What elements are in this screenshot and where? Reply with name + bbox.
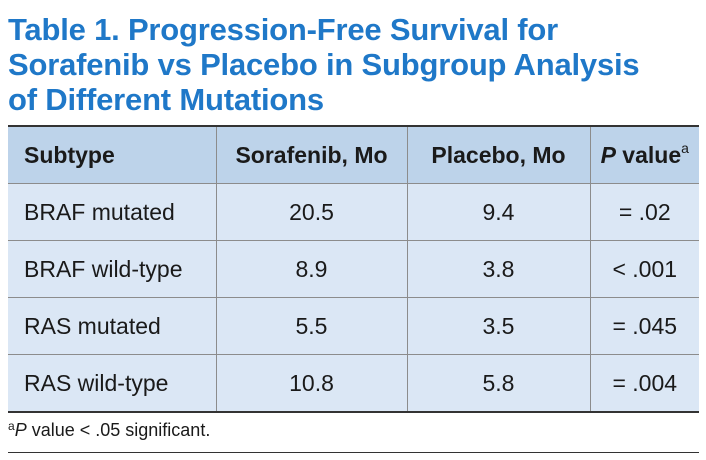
cell-subtype: RAS mutated: [8, 297, 217, 355]
cell-sorafenib: 8.9: [215, 240, 408, 298]
cell-sorafenib: 20.5: [215, 183, 408, 241]
table-title: Table 1. Progression-Free Survival for S…: [8, 12, 698, 117]
cell-p-value: = .004: [589, 354, 699, 413]
footnote: aP value < .05 significant.: [8, 419, 211, 441]
header-sorafenib: Sorafenib, Mo: [215, 125, 408, 184]
cell-subtype: RAS wild-type: [8, 354, 217, 413]
cell-p-value: = .02: [589, 183, 699, 241]
header-subtype: Subtype: [8, 125, 217, 184]
header-placebo: Placebo, Mo: [406, 125, 591, 184]
title-line-3: of Different Mutations: [8, 82, 324, 117]
bottom-divider: [8, 452, 699, 453]
table-row: BRAF wild-type 8.9 3.8 < .001: [8, 240, 699, 298]
header-p-suffix: value: [615, 141, 682, 168]
title-line-1: Table 1. Progression-Free Survival for: [8, 12, 559, 47]
header-p-value: P valuea: [589, 125, 699, 184]
footnote-sup: a: [8, 419, 15, 433]
cell-subtype: BRAF mutated: [8, 183, 217, 241]
header-p-italic: P: [600, 141, 616, 168]
table-row: BRAF mutated 20.5 9.4 = .02: [8, 183, 699, 241]
cell-placebo: 3.8: [406, 240, 591, 298]
table-row: RAS wild-type 10.8 5.8 = .004: [8, 354, 699, 413]
cell-sorafenib: 5.5: [215, 297, 408, 355]
cell-placebo: 9.4: [406, 183, 591, 241]
footnote-p-italic: P: [14, 420, 27, 440]
footnote-text: value < .05 significant.: [26, 420, 211, 440]
cell-sorafenib: 10.8: [215, 354, 408, 413]
cell-p-value: < .001: [589, 240, 699, 298]
pfs-table: Subtype Sorafenib, Mo Placebo, Mo P valu…: [8, 125, 699, 413]
cell-placebo: 3.5: [406, 297, 591, 355]
cell-subtype: BRAF wild-type: [8, 240, 217, 298]
cell-p-value: = .045: [589, 297, 699, 355]
header-row: Subtype Sorafenib, Mo Placebo, Mo P valu…: [8, 125, 699, 184]
table-row: RAS mutated 5.5 3.5 = .045: [8, 297, 699, 355]
title-line-2: Sorafenib vs Placebo in Subgroup Analysi…: [8, 47, 640, 82]
cell-placebo: 5.8: [406, 354, 591, 413]
header-p-sup: a: [681, 139, 689, 156]
